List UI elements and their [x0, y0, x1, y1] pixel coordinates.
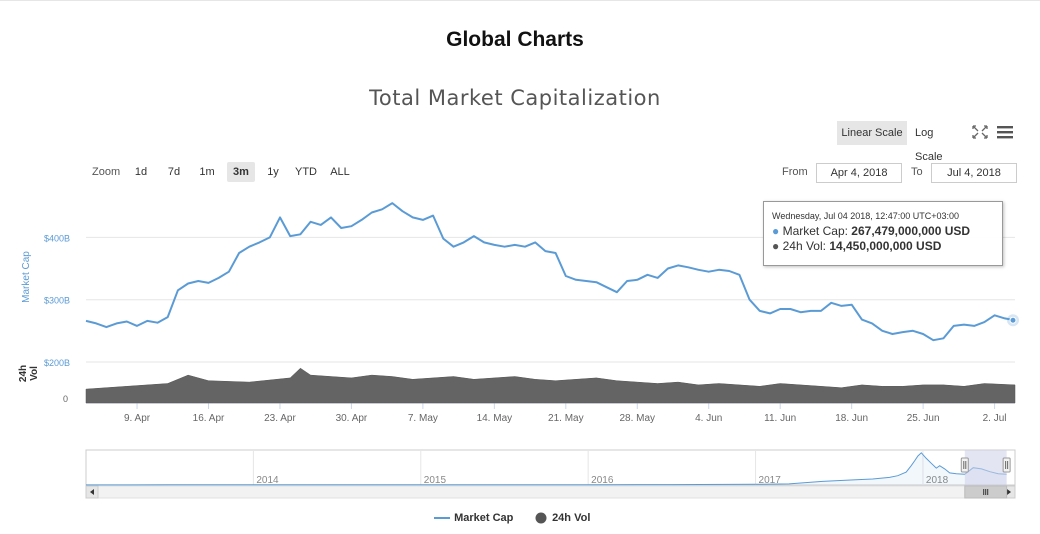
from-date-input[interactable]: Apr 4, 2018 — [816, 163, 902, 183]
navigator-handle[interactable] — [1002, 457, 1011, 473]
page-title: Global Charts — [446, 28, 584, 51]
tooltip-market-cap-value: 267,479,000,000 USD — [851, 224, 971, 238]
to-date-input[interactable]: Jul 4, 2018 — [931, 163, 1017, 183]
x-tick-label: 9. Apr — [124, 413, 151, 424]
to-label: To — [911, 166, 923, 178]
y2-axis-title-part: 24h — [18, 365, 29, 382]
x-tick-label: 4. Jun — [695, 413, 722, 424]
x-tick-label: 18. Jun — [835, 413, 868, 424]
zoom-label: Zoom — [92, 166, 121, 178]
navigator-year-label: 2018 — [926, 475, 949, 486]
y2-axis-title: 24hVol — [18, 365, 40, 382]
x-tick-label: 25. Jun — [907, 413, 940, 424]
x-tick-label: 23. Apr — [264, 413, 296, 424]
fullscreen-icon[interactable] — [971, 124, 989, 140]
navigator-year-label: 2015 — [424, 475, 447, 486]
tooltip-vol-label: 24h Vol: — [782, 239, 826, 253]
legend-market-cap-label: Market Cap — [454, 512, 514, 524]
from-label: From — [782, 166, 808, 178]
y2-tick-label: 0 — [63, 394, 68, 404]
zoom-1m-button[interactable]: 1m — [199, 166, 215, 178]
hover-point — [1009, 316, 1017, 324]
legend-vol-label: 24h Vol — [552, 512, 591, 524]
x-tick-label: 30. Apr — [336, 413, 368, 424]
zoom-7d-button[interactable]: 7d — [167, 166, 181, 178]
navigator[interactable]: 2014 2015 2016 2017 2018 — [0, 445, 1040, 501]
navigator-area — [86, 452, 1007, 485]
market-cap-line-icon — [434, 517, 450, 520]
navigator-selection[interactable] — [964, 450, 1007, 485]
zoom-1d-button[interactable]: 1d — [134, 166, 148, 178]
linear-scale-button[interactable]: Linear Scale — [837, 121, 907, 145]
tooltip-vol-row: ● 24h Vol: 14,450,000,000 USD — [772, 239, 994, 254]
vol-circle-icon — [535, 512, 547, 524]
y-tick-label: $400B — [44, 233, 70, 243]
zoom-all-button[interactable]: ALL — [330, 166, 350, 178]
y-tick-label: $300B — [44, 296, 70, 306]
scroll-right-arrow-icon — [1007, 489, 1011, 495]
tooltip-date: Wednesday, Jul 04 2018, 12:47:00 UTC+03:… — [772, 211, 960, 221]
scroll-left-arrow-icon — [90, 489, 94, 495]
x-tick-label: 2. Jul — [983, 413, 1007, 424]
x-tick-label: 28. May — [619, 413, 655, 424]
market-cap-dot-icon: ● — [772, 224, 780, 238]
legend-market-cap[interactable]: Market Cap — [433, 512, 513, 524]
navigator-year-label: 2016 — [591, 475, 614, 486]
zoom-3m-button[interactable]: 3m — [227, 162, 255, 182]
zoom-1y-button[interactable]: 1y — [267, 166, 279, 178]
x-tick-label: 7. May — [408, 413, 438, 424]
x-tick-label: 14. May — [477, 413, 513, 424]
tooltip: Wednesday, Jul 04 2018, 12:47:00 UTC+03:… — [763, 201, 1003, 266]
y-axis-title: Market Cap — [21, 251, 32, 303]
volume-area — [85, 367, 1016, 404]
tooltip-vol-value: 14,450,000,000 USD — [829, 239, 942, 253]
tooltip-market-cap-row: ● Market Cap: 267,479,000,000 USD — [772, 224, 994, 239]
hamburger-menu-icon[interactable] — [996, 124, 1014, 140]
y2-axis-title-part: Vol — [29, 366, 40, 381]
navigator-handle[interactable] — [960, 457, 969, 473]
navigator-year-label: 2014 — [256, 475, 279, 486]
navigator-year-label: 2017 — [759, 475, 782, 486]
top-border — [0, 0, 1040, 3]
navigator-series — [85, 452, 1007, 486]
x-tick-label: 11. Jun — [764, 413, 796, 424]
x-tick-label: 16. Apr — [193, 413, 225, 424]
y-tick-label: $200B — [44, 358, 70, 368]
tooltip-market-cap-label: Market Cap: — [782, 224, 848, 238]
market-cap-line — [85, 202, 1016, 342]
vol-dot-icon: ● — [772, 239, 780, 253]
legend-vol[interactable]: 24h Vol — [535, 512, 590, 524]
x-tick-label: 21. May — [548, 413, 584, 424]
chart-title: Total Market Capitalization — [369, 86, 661, 110]
zoom-ytd-button[interactable]: YTD — [295, 166, 317, 178]
log-scale-button[interactable]: Log Scale — [915, 127, 943, 163]
scrollbar-track[interactable] — [85, 485, 1016, 499]
market-cap-chart[interactable]: $200B $300B $400B Market Cap 24hVol 0 9. Apr 16… — [0, 190, 1040, 430]
